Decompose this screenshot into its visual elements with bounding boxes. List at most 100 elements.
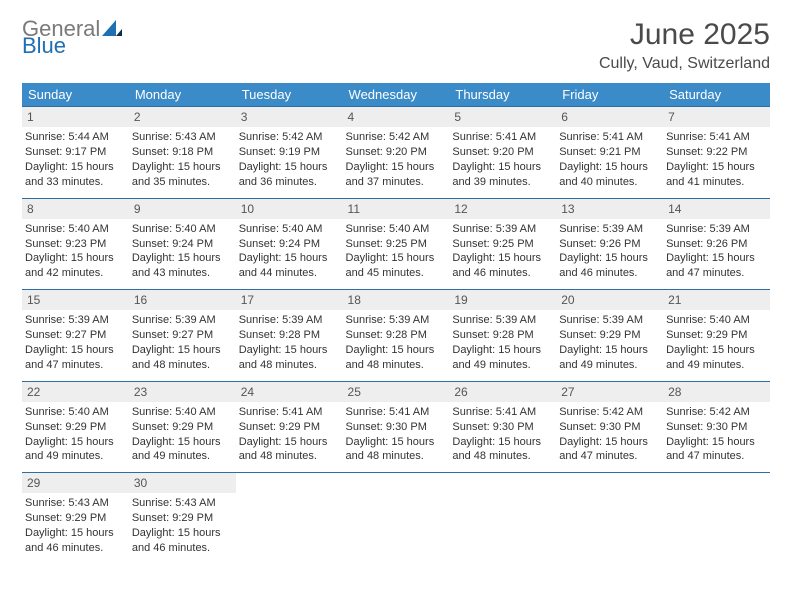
calendar-page: General Blue June 2025 Cully, Vaud, Swit… bbox=[0, 0, 792, 612]
day-number: 26 bbox=[449, 382, 556, 402]
day-number: 28 bbox=[663, 382, 770, 402]
sunset-line: Sunset: 9:29 PM bbox=[132, 420, 233, 435]
calendar-body: 1Sunrise: 5:44 AMSunset: 9:17 PMDaylight… bbox=[22, 107, 770, 564]
day-number: 9 bbox=[129, 199, 236, 219]
brand-text: General Blue bbox=[22, 18, 122, 57]
sunrise-line: Sunrise: 5:39 AM bbox=[559, 313, 660, 328]
day-number: 27 bbox=[556, 382, 663, 402]
daylight-line: Daylight: 15 hours and 48 minutes. bbox=[346, 435, 447, 465]
daylight-line: Daylight: 15 hours and 46 minutes. bbox=[559, 251, 660, 281]
sunset-line: Sunset: 9:28 PM bbox=[239, 328, 340, 343]
day-number: 4 bbox=[343, 107, 450, 127]
daylight-line: Daylight: 15 hours and 45 minutes. bbox=[346, 251, 447, 281]
day-number: 17 bbox=[236, 290, 343, 310]
sunset-line: Sunset: 9:27 PM bbox=[132, 328, 233, 343]
sunrise-line: Sunrise: 5:39 AM bbox=[346, 313, 447, 328]
calendar-table: SundayMondayTuesdayWednesdayThursdayFrid… bbox=[22, 83, 770, 564]
calendar-day-cell: 14Sunrise: 5:39 AMSunset: 9:26 PMDayligh… bbox=[663, 198, 770, 290]
day-number: 12 bbox=[449, 199, 556, 219]
sunrise-line: Sunrise: 5:39 AM bbox=[239, 313, 340, 328]
calendar-week-row: 1Sunrise: 5:44 AMSunset: 9:17 PMDaylight… bbox=[22, 107, 770, 199]
daylight-line: Daylight: 15 hours and 47 minutes. bbox=[666, 435, 767, 465]
calendar-day-cell: 20 Sunrise: 5:39 AMSunset: 9:29 PMDayligh… bbox=[556, 290, 663, 382]
sunset-line: Sunset: 9:24 PM bbox=[132, 237, 233, 252]
day-number: 18 bbox=[343, 290, 450, 310]
daylight-line: Daylight: 15 hours and 49 minutes. bbox=[452, 343, 553, 373]
calendar-day-cell: 19Sunrise: 5:39 AMSunset: 9:28 PMDayligh… bbox=[449, 290, 556, 382]
calendar-day-cell: 4Sunrise: 5:42 AMSunset: 9:20 PMDaylight… bbox=[343, 107, 450, 199]
daylight-line: Daylight: 15 hours and 49 minutes. bbox=[559, 343, 660, 373]
calendar-day-cell bbox=[556, 473, 663, 564]
calendar-day-cell bbox=[663, 473, 770, 564]
sunrise-line: Sunrise: 5:41 AM bbox=[239, 405, 340, 420]
sunrise-line: Sunrise: 5:39 AM bbox=[25, 313, 126, 328]
calendar-day-cell: 25Sunrise: 5:41 AMSunset: 9:30 PMDayligh… bbox=[343, 381, 450, 473]
day-number: 11 bbox=[343, 199, 450, 219]
day-number: 14 bbox=[663, 199, 770, 219]
day-number: 22 bbox=[22, 382, 129, 402]
daylight-line: Daylight: 15 hours and 44 minutes. bbox=[239, 251, 340, 281]
sunset-line: Sunset: 9:19 PM bbox=[239, 145, 340, 160]
daylight-line: Daylight: 15 hours and 48 minutes. bbox=[132, 343, 233, 373]
sunset-line: Sunset: 9:29 PM bbox=[559, 328, 660, 343]
day-number: 30 bbox=[129, 473, 236, 493]
calendar-day-cell: 11Sunrise: 5:40 AMSunset: 9:25 PMDayligh… bbox=[343, 198, 450, 290]
sunset-line: Sunset: 9:30 PM bbox=[452, 420, 553, 435]
calendar-day-cell: 6Sunrise: 5:41 AMSunset: 9:21 PMDaylight… bbox=[556, 107, 663, 199]
sunrise-line: Sunrise: 5:40 AM bbox=[25, 222, 126, 237]
sunset-line: Sunset: 9:23 PM bbox=[25, 237, 126, 252]
daylight-line: Daylight: 15 hours and 36 minutes. bbox=[239, 160, 340, 190]
daylight-line: Daylight: 15 hours and 49 minutes. bbox=[132, 435, 233, 465]
sunset-line: Sunset: 9:26 PM bbox=[559, 237, 660, 252]
day-number: 19 bbox=[449, 290, 556, 310]
sunset-line: Sunset: 9:27 PM bbox=[25, 328, 126, 343]
calendar-day-cell: 9Sunrise: 5:40 AMSunset: 9:24 PMDaylight… bbox=[129, 198, 236, 290]
day-number: 1 bbox=[22, 107, 129, 127]
sunset-line: Sunset: 9:29 PM bbox=[25, 511, 126, 526]
sunrise-line: Sunrise: 5:40 AM bbox=[132, 405, 233, 420]
sunrise-line: Sunrise: 5:42 AM bbox=[239, 130, 340, 145]
sunset-line: Sunset: 9:22 PM bbox=[666, 145, 767, 160]
calendar-day-cell: 21Sunrise: 5:40 AMSunset: 9:29 PMDayligh… bbox=[663, 290, 770, 382]
day-number: 20 bbox=[556, 290, 663, 310]
day-number: 16 bbox=[129, 290, 236, 310]
calendar-week-row: 15Sunrise: 5:39 AMSunset: 9:27 PMDayligh… bbox=[22, 290, 770, 382]
weekday-header: Sunday bbox=[22, 83, 129, 107]
calendar-day-cell: 22Sunrise: 5:40 AMSunset: 9:29 PMDayligh… bbox=[22, 381, 129, 473]
sunrise-line: Sunrise: 5:40 AM bbox=[132, 222, 233, 237]
sunset-line: Sunset: 9:20 PM bbox=[452, 145, 553, 160]
day-number: 2 bbox=[129, 107, 236, 127]
sunrise-line: Sunrise: 5:41 AM bbox=[452, 130, 553, 145]
sunrise-line: Sunrise: 5:39 AM bbox=[132, 313, 233, 328]
calendar-week-row: 29Sunrise: 5:43 AMSunset: 9:29 PMDayligh… bbox=[22, 473, 770, 564]
daylight-line: Daylight: 15 hours and 48 minutes. bbox=[239, 435, 340, 465]
sunset-line: Sunset: 9:18 PM bbox=[132, 145, 233, 160]
calendar-week-row: 22Sunrise: 5:40 AMSunset: 9:29 PMDayligh… bbox=[22, 381, 770, 473]
sunset-line: Sunset: 9:25 PM bbox=[452, 237, 553, 252]
daylight-line: Daylight: 15 hours and 37 minutes. bbox=[346, 160, 447, 190]
day-number: 8 bbox=[22, 199, 129, 219]
calendar-day-cell bbox=[449, 473, 556, 564]
sunset-line: Sunset: 9:21 PM bbox=[559, 145, 660, 160]
daylight-line: Daylight: 15 hours and 47 minutes. bbox=[666, 251, 767, 281]
calendar-day-cell: 27Sunrise: 5:42 AMSunset: 9:30 PMDayligh… bbox=[556, 381, 663, 473]
sunrise-line: Sunrise: 5:43 AM bbox=[132, 496, 233, 511]
weekday-header: Thursday bbox=[449, 83, 556, 107]
day-number: 13 bbox=[556, 199, 663, 219]
sunset-line: Sunset: 9:17 PM bbox=[25, 145, 126, 160]
weekday-header: Tuesday bbox=[236, 83, 343, 107]
location-label: Cully, Vaud, Switzerland bbox=[599, 55, 770, 73]
sunrise-line: Sunrise: 5:40 AM bbox=[239, 222, 340, 237]
calendar-day-cell: 10Sunrise: 5:40 AMSunset: 9:24 PMDayligh… bbox=[236, 198, 343, 290]
day-number: 7 bbox=[663, 107, 770, 127]
calendar-day-cell: 7Sunrise: 5:41 AMSunset: 9:22 PMDaylight… bbox=[663, 107, 770, 199]
sunset-line: Sunset: 9:26 PM bbox=[666, 237, 767, 252]
sunset-line: Sunset: 9:29 PM bbox=[239, 420, 340, 435]
calendar-day-cell: 8Sunrise: 5:40 AMSunset: 9:23 PMDaylight… bbox=[22, 198, 129, 290]
sunrise-line: Sunrise: 5:39 AM bbox=[452, 222, 553, 237]
weekday-header: Friday bbox=[556, 83, 663, 107]
sunrise-line: Sunrise: 5:39 AM bbox=[452, 313, 553, 328]
calendar-day-cell: 15Sunrise: 5:39 AMSunset: 9:27 PMDayligh… bbox=[22, 290, 129, 382]
sunrise-line: Sunrise: 5:43 AM bbox=[25, 496, 126, 511]
day-number: 29 bbox=[22, 473, 129, 493]
